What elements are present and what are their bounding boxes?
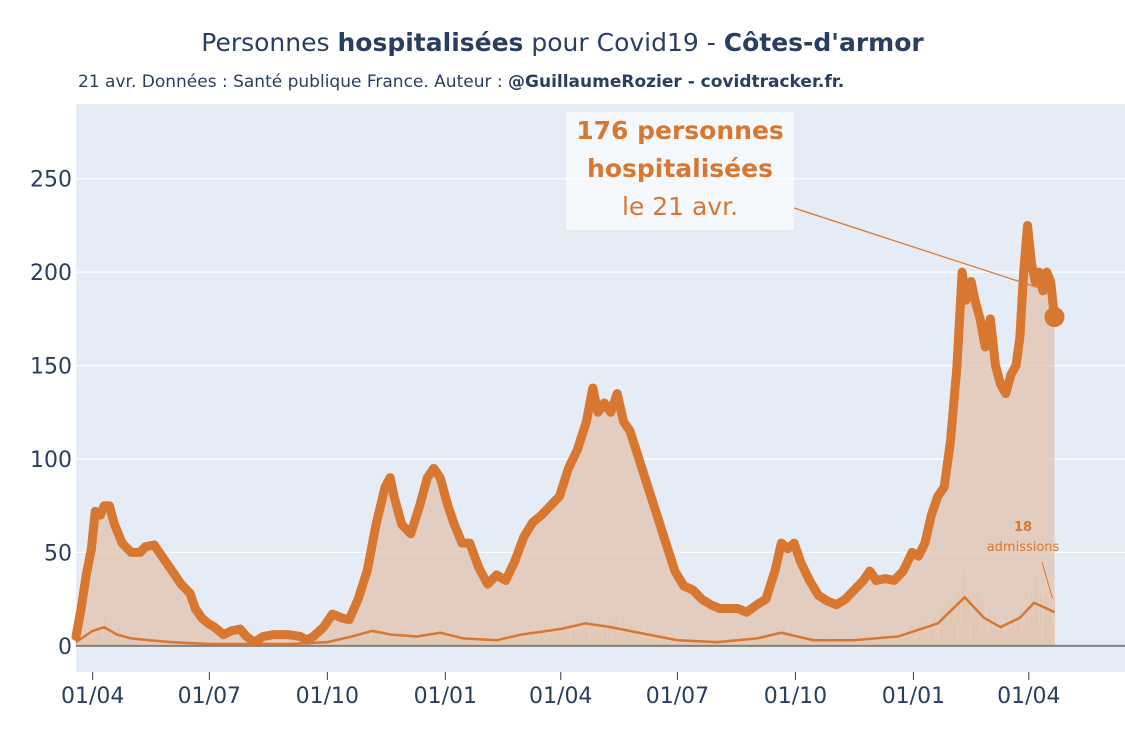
annotation-line-1: 176 personnes bbox=[576, 116, 784, 145]
x-tick-label: 01/07 bbox=[646, 684, 709, 709]
title-prefix: Personnes bbox=[201, 28, 338, 57]
chart-subtitle: 21 avr. Données : Santé publique France.… bbox=[78, 72, 844, 92]
y-tick-label: 50 bbox=[44, 541, 72, 566]
x-tick-label: 01/10 bbox=[764, 684, 827, 709]
subtitle-author: @GuillaumeRozier - covidtracker.fr. bbox=[508, 72, 845, 92]
admissions-value: 18 bbox=[1013, 520, 1033, 535]
admissions-arrow bbox=[1041, 561, 1053, 599]
x-axis: 01/04 01/07 01/10 01/01 01/04 01/07 01/10 01/01… bbox=[61, 672, 1061, 709]
admissions-label: admissions bbox=[986, 540, 1060, 555]
y-axis: 0 50 100 150 200 250 bbox=[30, 168, 72, 660]
annotation-line-2: hospitalisées bbox=[587, 154, 773, 183]
x-tick-label: 01/07 bbox=[178, 684, 241, 709]
x-tick-label: 01/10 bbox=[296, 684, 359, 709]
x-tick-label: 01/01 bbox=[414, 684, 477, 709]
title-middle: pour Covid19 - bbox=[523, 28, 724, 57]
y-tick-label: 0 bbox=[58, 635, 72, 660]
y-tick-label: 150 bbox=[30, 355, 72, 380]
y-tick-label: 100 bbox=[30, 448, 72, 473]
title-bold: hospitalisées bbox=[337, 28, 524, 57]
subtitle-prefix: 21 avr. Données : Santé publique France.… bbox=[78, 72, 509, 92]
annotation-arrow bbox=[793, 207, 1049, 292]
admissions-annotation: 18 admissions bbox=[968, 518, 1078, 558]
x-tick-label: 01/04 bbox=[997, 684, 1060, 709]
x-tick-label: 01/01 bbox=[882, 684, 945, 709]
x-tick-label: 01/04 bbox=[61, 684, 124, 709]
latest-value-annotation: 176 personnes hospitalisées le 21 avr. bbox=[566, 112, 794, 230]
y-tick-label: 200 bbox=[30, 261, 72, 286]
hospitalisations-line bbox=[71, 220, 1059, 647]
annotation-connectors bbox=[793, 207, 1065, 599]
series-lines bbox=[71, 220, 1125, 647]
y-tick-label: 250 bbox=[30, 168, 72, 193]
annotation-line-3: le 21 avr. bbox=[621, 192, 739, 221]
admissions-line bbox=[75, 596, 1056, 646]
x-tick-label: 01/04 bbox=[529, 684, 592, 709]
chart-title: Personnes hospitalisées pour Covid19 - C… bbox=[0, 28, 1125, 57]
latest-value-marker bbox=[1044, 307, 1065, 327]
title-department: Côtes-d'armor bbox=[723, 28, 924, 57]
